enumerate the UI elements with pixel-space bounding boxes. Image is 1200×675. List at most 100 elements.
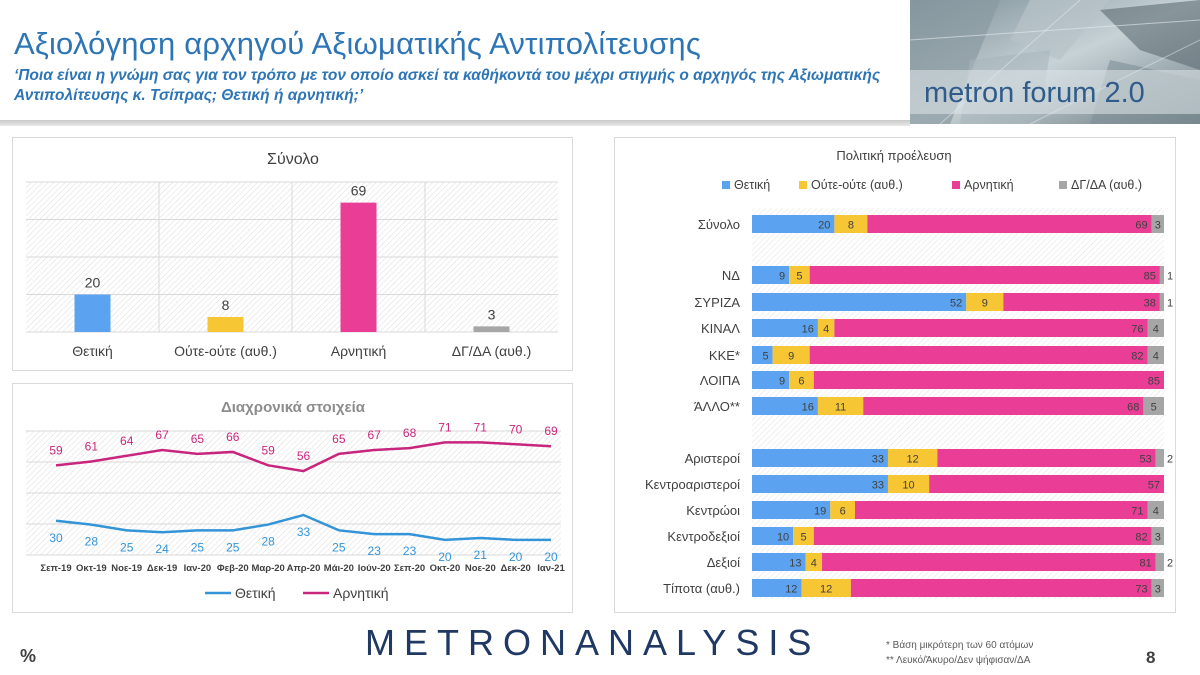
- data-label: 66: [226, 430, 240, 444]
- legend-label: Αρνητική: [964, 178, 1014, 192]
- x-tick-label: Ιαν-20: [184, 563, 212, 574]
- bar-segment: [801, 579, 851, 597]
- header-divider: [0, 120, 910, 126]
- segment-value-label: 82: [1131, 351, 1143, 363]
- series-line-positive: [55, 513, 551, 542]
- bar-segment: [850, 579, 1152, 597]
- bar-value-label: 3: [488, 306, 496, 322]
- logo-background-image: metron forum 2.0: [910, 0, 1200, 124]
- bar-segment: [1151, 527, 1164, 545]
- segment-value-label: 1: [1167, 298, 1173, 310]
- segment-value-label: 3: [1155, 532, 1161, 544]
- legend-label: Αρνητική: [333, 585, 389, 601]
- bar-value-label: 69: [351, 183, 367, 199]
- bar-segment: [887, 475, 930, 493]
- bar-segment: [817, 397, 864, 415]
- page-subtitle: ‘Ποια είναι η γνώμη σας για τον τρόπο με…: [14, 67, 881, 104]
- segment-value-label: 10: [902, 480, 914, 492]
- segment-value-label: 11: [835, 402, 846, 414]
- row-label: ΆΛΛΟ**: [694, 399, 740, 414]
- bar-segment: [867, 215, 1152, 233]
- category-label: ΔΓ/ΔΑ (αυθ.): [452, 343, 532, 359]
- segment-value-label: 85: [1148, 376, 1160, 388]
- data-label: 67: [368, 428, 382, 442]
- data-label: 21: [474, 548, 488, 562]
- total-bar-chart: Σύνολο 20 8 69 3 Θετική Ούτε-ούτε (αυθ.) Αρνη…: [26, 151, 558, 359]
- data-label: 20: [509, 550, 523, 564]
- category-label: Αρνητική: [331, 343, 387, 359]
- bar-segment: [834, 319, 1148, 337]
- bar-segment: [805, 553, 823, 571]
- segment-value-label: 73: [1135, 584, 1147, 596]
- bar-segment: [772, 346, 810, 364]
- x-tick-label: Φεβ-20: [217, 563, 249, 574]
- segment-value-label: 2: [1167, 558, 1173, 570]
- political-origin-chart: Πολιτική προέλευση Θετική Ούτε-ούτε (αυθ.…: [645, 148, 1173, 599]
- data-label: 65: [332, 432, 346, 446]
- row-label: Κεντρώοι: [686, 503, 740, 518]
- bar-segment: [752, 293, 967, 311]
- row-label: ΣΥΡΙΖΑ: [694, 295, 740, 310]
- bar-segment: [809, 266, 1160, 284]
- x-tick-label: Ιαν-21: [537, 563, 565, 574]
- bar-segment: [1159, 293, 1164, 311]
- bar-segment: [752, 215, 835, 233]
- data-label: 24: [155, 542, 169, 556]
- x-tick-label: Μαρ-20: [251, 563, 284, 574]
- bar-segment: [1159, 266, 1164, 284]
- segment-value-label: 68: [1127, 402, 1139, 414]
- bar-segment: [752, 553, 806, 571]
- bar-value-label: 8: [222, 297, 230, 313]
- bar-segment: [1147, 319, 1164, 337]
- x-tick-label: Οκτ-19: [76, 563, 107, 574]
- segment-value-label: 2: [1167, 454, 1173, 466]
- row-label: Τίποτα (αυθ.): [663, 581, 740, 596]
- data-label: 68: [403, 426, 417, 440]
- trend-chart-panel: Διαχρονικά στοιχεία 30 28 25 24 25 25 28 33 25 23…: [12, 383, 573, 613]
- bar: [473, 326, 510, 332]
- trend-line-chart: Διαχρονικά στοιχεία 30 28 25 24 25 25 28 33 25 23…: [26, 399, 565, 601]
- row-label: ΛΟΙΠΑ: [700, 373, 741, 388]
- bar-segment: [752, 449, 888, 467]
- bar-segment: [809, 346, 1148, 364]
- data-label: 65: [191, 432, 205, 446]
- row-label: ΝΔ: [722, 268, 740, 283]
- data-label: 33: [297, 525, 311, 539]
- segment-value-label: 20: [818, 220, 830, 232]
- segment-value-label: 82: [1135, 532, 1147, 544]
- bar-segment: [830, 501, 855, 519]
- segment-value-label: 12: [907, 454, 919, 466]
- data-label: 56: [297, 449, 311, 463]
- footnote-1: * Βάση μικρότερη των 60 ατόμων: [886, 640, 1034, 651]
- bar-segment: [863, 397, 1144, 415]
- data-label: 71: [438, 420, 452, 434]
- segment-value-label: 6: [798, 376, 804, 388]
- page-title: Αξιολόγηση αρχηγού Αξιωματικής Αντιπολίτ…: [14, 26, 701, 61]
- data-label: 70: [509, 422, 523, 436]
- row-label: ΚΙΝΑΛ: [701, 321, 740, 336]
- bar-value-label: 20: [85, 275, 101, 291]
- segment-value-label: 38: [1144, 298, 1156, 310]
- bar-segment: [1147, 501, 1164, 519]
- bar-segment: [752, 266, 790, 284]
- metron-forum-logo: metron forum 2.0: [910, 0, 1200, 124]
- segment-value-label: 33: [872, 454, 884, 466]
- logo-text: metron forum 2.0: [924, 77, 1145, 109]
- segment-value-label: 13: [789, 558, 801, 570]
- data-label: 23: [368, 544, 382, 558]
- percent-sign: %: [20, 646, 37, 666]
- row-label: Κεντροδεξιοί: [667, 529, 740, 544]
- bar-segment: [789, 371, 814, 389]
- segment-value-label: 4: [1153, 506, 1159, 518]
- segment-value-label: 16: [802, 402, 814, 414]
- bar-segment: [966, 293, 1004, 311]
- legend-swatch: [1059, 181, 1067, 189]
- segment-value-label: 19: [814, 506, 826, 518]
- data-label: 28: [261, 535, 275, 549]
- bar: [340, 202, 377, 332]
- bar-segment: [1155, 553, 1164, 571]
- segment-value-label: 76: [1131, 324, 1143, 336]
- political-origin-title: Πολιτική προέλευση: [836, 148, 951, 163]
- bar-segment: [1155, 449, 1164, 467]
- segment-value-label: 57: [1148, 480, 1160, 492]
